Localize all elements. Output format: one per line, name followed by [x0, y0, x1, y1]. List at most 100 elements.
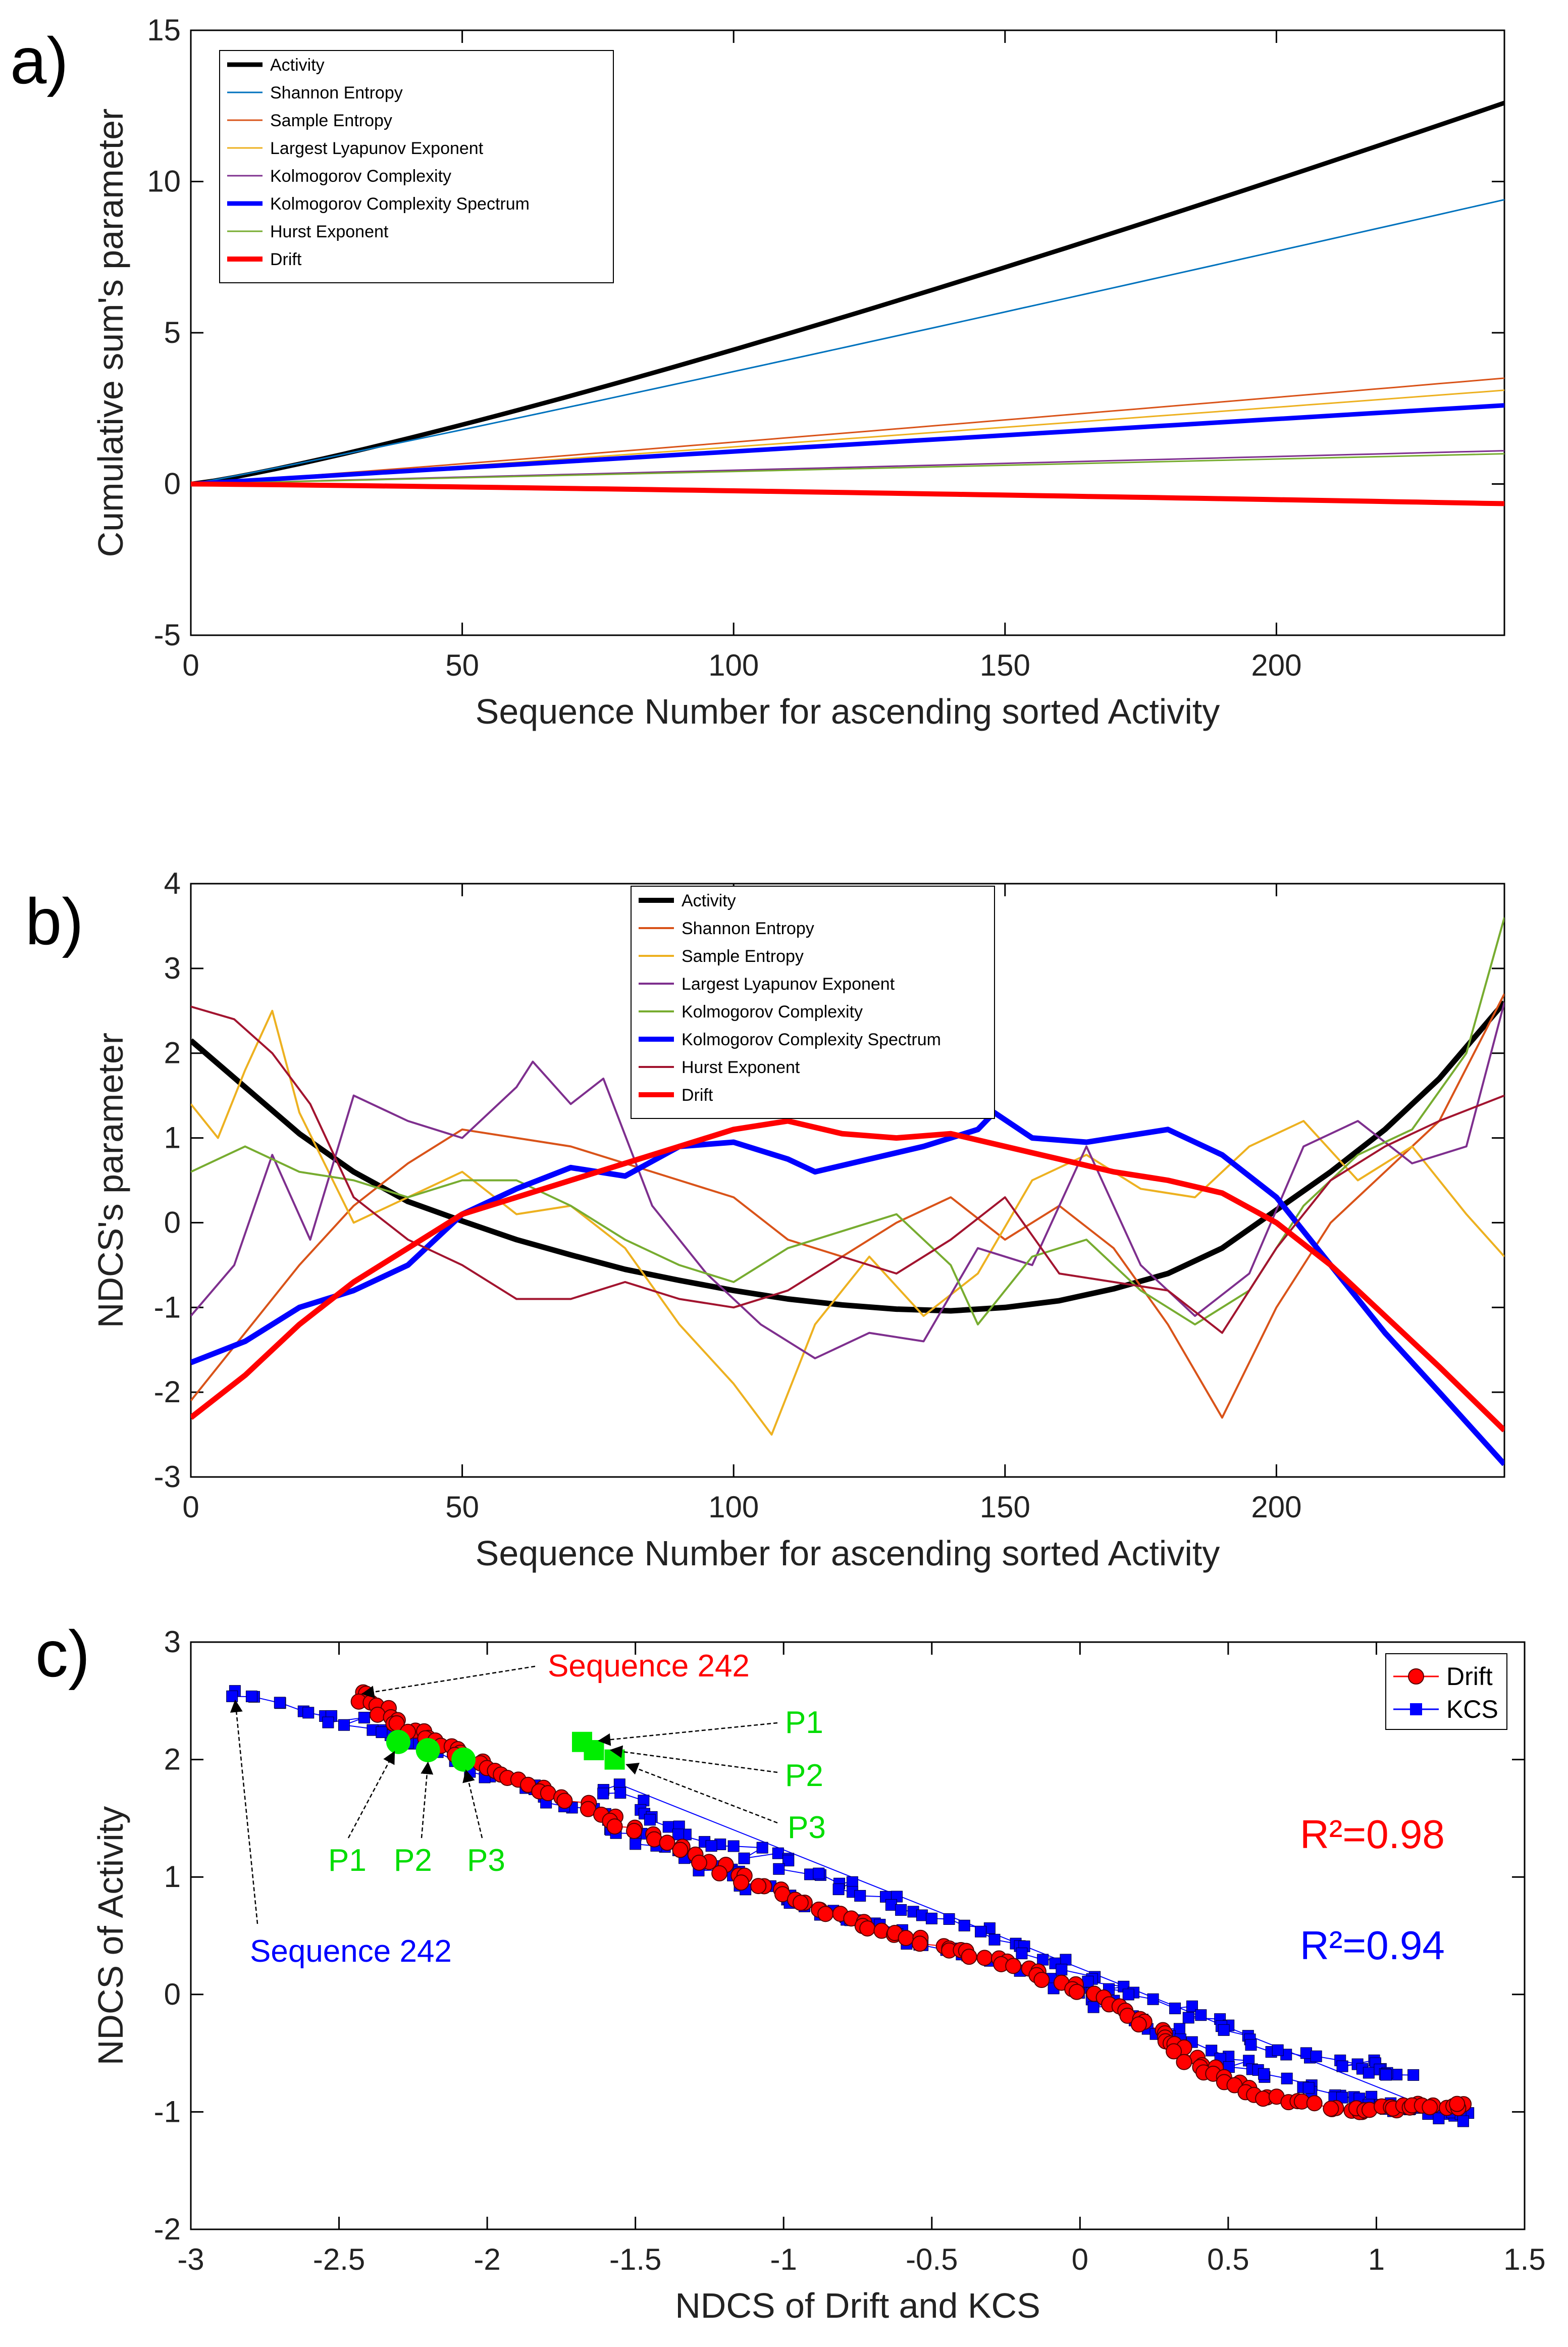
panel-label: b) [25, 885, 84, 958]
drift-point [750, 1878, 767, 1895]
x-tick-label: -1.5 [609, 2242, 661, 2276]
kcs-point [1206, 2045, 1218, 2057]
drift-point [1306, 2095, 1323, 2112]
kcs-point [738, 1852, 750, 1864]
drift-point [1033, 1972, 1050, 1988]
legend-entry: Drift [1446, 1662, 1493, 1691]
y-tick-label: 1 [164, 1121, 181, 1155]
kcs-point [1122, 1988, 1134, 2001]
legend-entry: Kolmogorov Complexity [270, 167, 451, 186]
panel-3: c) -3 -2.5 -2 -1.5 -1 -0.5 0 0.5 1 1.5 -2 -1 0 1 2 3 NDCS… [35, 1617, 1546, 2325]
drift-point [1449, 2096, 1466, 2112]
x-tick-label: 150 [980, 1490, 1030, 1524]
kcs-point [1218, 2024, 1230, 2036]
drift-point [556, 1793, 573, 1809]
kcs-point [772, 1847, 784, 1859]
kcs-point [597, 1788, 609, 1800]
y-tick-label: 4 [164, 866, 181, 900]
series-line-largest-lyapunov-exponent [191, 1002, 1504, 1359]
legend-entry: Activity [270, 56, 325, 75]
y-tick-label: 5 [164, 316, 181, 349]
drift-point [1068, 1983, 1085, 2000]
x-tick-label: 0.5 [1207, 2242, 1249, 2276]
drift-point [1166, 2043, 1182, 2060]
kcs-point [274, 1697, 286, 1709]
drift-point [792, 1895, 809, 1911]
drift-point [1130, 2016, 1147, 2033]
x-tick-label: -0.5 [906, 2242, 958, 2276]
y-tick-label: -2 [154, 2212, 181, 2246]
x-tick-label: -1 [770, 2242, 797, 2276]
kcs-point [1258, 2068, 1270, 2080]
panel-label: a) [10, 24, 69, 97]
kcs-point [1272, 2044, 1284, 2056]
annotation-arrow [361, 1665, 536, 1699]
kcs-point [338, 1719, 350, 1731]
p1-right-label: P1 [785, 1705, 823, 1740]
kcs-point [1302, 2082, 1315, 2094]
kcs-point [782, 1855, 795, 1867]
kcs-point [1380, 2069, 1392, 2081]
series-line-kolmogorov-complexity-spectrum [191, 403, 1504, 486]
series-line-hurst-exponent [191, 453, 1504, 485]
kcs-point [943, 1913, 955, 1925]
y-tick-label: 2 [164, 1743, 181, 1776]
highlight-point [386, 1729, 410, 1754]
kcs-point [614, 1787, 626, 1799]
y-tick-label: -1 [154, 1290, 181, 1324]
kcs-point [1245, 2039, 1257, 2051]
kcs-point [1016, 1948, 1028, 1960]
series-line-drift [191, 481, 1504, 506]
x-tick-label: 0 [182, 1490, 199, 1524]
p2-right-label: P2 [785, 1758, 823, 1793]
kcs-point [1147, 1993, 1159, 2005]
kcs-point [1281, 2072, 1293, 2084]
kcs-point [376, 1726, 388, 1739]
x-tick-label: 100 [708, 1490, 759, 1524]
kcs-sequence-label: Sequence 242 [250, 1934, 452, 1969]
drift-point [606, 1818, 623, 1835]
y-tick-label: -3 [154, 1460, 181, 1494]
drift-point [1005, 1958, 1022, 1974]
x-tick-label: 1.5 [1503, 2242, 1545, 2276]
legend-entry: Largest Lyapunov Exponent [270, 139, 484, 158]
drift-point [1176, 2054, 1192, 2070]
x-tick-label: 50 [445, 1490, 479, 1524]
y-tick-label: -5 [154, 618, 181, 652]
kcs-point [813, 1867, 825, 1879]
kcs-point [1407, 2069, 1420, 2081]
drift-point [898, 1929, 914, 1946]
y-tick-label: 0 [164, 467, 181, 501]
highlight-point [604, 1749, 625, 1770]
x-tick-label: 50 [445, 648, 479, 682]
kcs-point [630, 1838, 642, 1850]
kcs-point [1087, 2001, 1100, 2013]
kcs-point [756, 1842, 768, 1854]
y-tick-label: -2 [154, 1375, 181, 1409]
highlight-point [415, 1738, 440, 1762]
drift-point [1323, 2101, 1339, 2117]
x-axis-label: Sequence Number for ascending sorted Act… [476, 692, 1220, 731]
drift-point [961, 1949, 977, 1965]
kcs-point [322, 1716, 334, 1728]
kcs-point [672, 1828, 685, 1841]
drift-sequence-label: Sequence 242 [548, 1649, 750, 1683]
annotation-arrow [609, 1745, 778, 1773]
series-line-sample-entropy [191, 1009, 1504, 1436]
legend-box [219, 50, 614, 283]
highlight-point [584, 1740, 604, 1760]
kcs-point [358, 1712, 370, 1724]
series-line-activity [191, 100, 1504, 486]
kcs-point [727, 1840, 740, 1852]
annotation-arrow [598, 1722, 778, 1746]
kcs-point [958, 1919, 970, 1931]
kcs-point [832, 1883, 845, 1896]
kcs-point [1186, 2000, 1198, 2012]
x-axis-label: Sequence Number for ascending sorted Act… [476, 1534, 1220, 1573]
legend-box [1385, 1653, 1507, 1730]
y-tick-label: 3 [164, 951, 181, 985]
drift-point [1422, 2099, 1438, 2116]
y-axis-label: Cumulative sum's parameter [91, 109, 130, 557]
